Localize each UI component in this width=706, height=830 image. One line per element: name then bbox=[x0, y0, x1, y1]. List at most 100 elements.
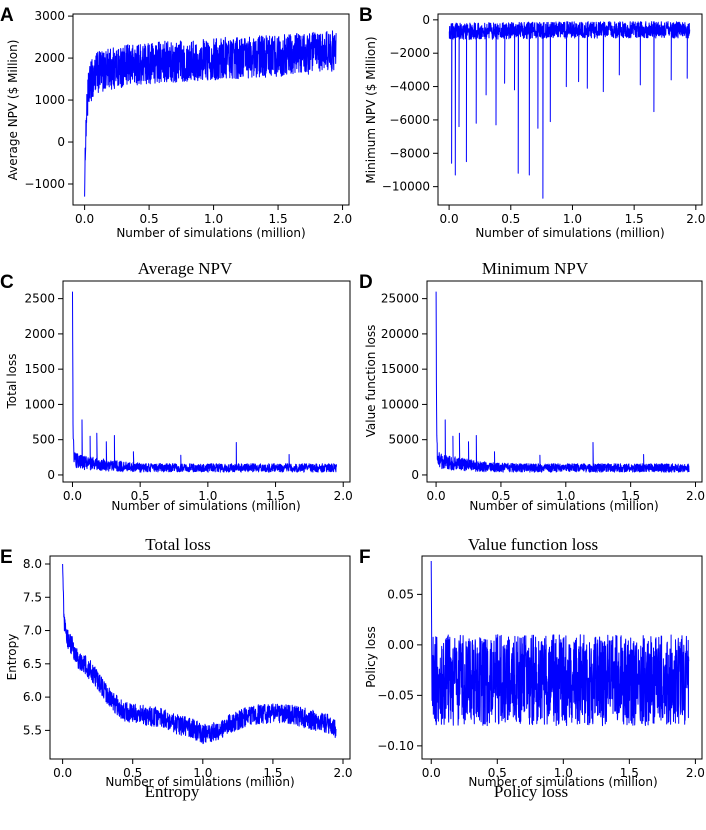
caption-a: Average NPV bbox=[138, 259, 233, 278]
panel-total-loss: C 0.0 0.5 1.0 1.5 2.0 0 500 1000 1500 2000 2500 N… bbox=[0, 272, 353, 554]
y-axis-label-c: Total loss bbox=[5, 353, 19, 409]
x-axis-label-d: Number of simulations (million) bbox=[469, 499, 658, 513]
y-axis-label-f: Policy loss bbox=[364, 626, 378, 688]
panel-letter-e: E bbox=[0, 547, 13, 568]
x-tick-label-e-2: 1.0 bbox=[193, 766, 212, 780]
series-line-a bbox=[84, 30, 337, 197]
x-tick-label-f-3: 1.5 bbox=[620, 766, 639, 780]
plot-frame-f bbox=[421, 555, 703, 760]
x-tick-label-d-2: 1.0 bbox=[556, 489, 575, 503]
caption-f: Policy loss bbox=[494, 782, 568, 801]
x-axis-label-f: Number of simulations (million) bbox=[468, 775, 657, 789]
y-tick-label-b-0: −10000 bbox=[382, 180, 430, 194]
x-ticks-b: 0.0 0.5 1.0 1.5 2.0 bbox=[440, 205, 705, 226]
plot-frame-d bbox=[426, 280, 703, 483]
x-tick-label-a-0: 0.0 bbox=[75, 212, 94, 226]
y-tick-label-a-1: 0 bbox=[57, 135, 65, 149]
plot-frame-c bbox=[62, 280, 351, 483]
x-tick-label-e-3: 1.5 bbox=[263, 766, 282, 780]
x-tick-label-c-2: 1.0 bbox=[198, 489, 217, 503]
y-axis-label-e: Entropy bbox=[5, 634, 19, 681]
plot-frame-b bbox=[437, 13, 703, 206]
caption-c: Total loss bbox=[145, 535, 210, 554]
x-tick-label-d-0: 0.0 bbox=[427, 489, 446, 503]
y-tick-label-b-1: −8000 bbox=[389, 146, 430, 160]
y-tick-label-f-1: −0.05 bbox=[377, 688, 414, 702]
y-axis-label-d: Value function loss bbox=[364, 325, 378, 438]
y-axis-label-b: Minimum NPV ($ Million) bbox=[364, 36, 378, 183]
x-tick-label-f-1: 0.5 bbox=[488, 766, 507, 780]
series-line-e bbox=[62, 563, 337, 745]
y-tick-label-e-1: 6.0 bbox=[23, 690, 42, 704]
y-tick-label-e-3: 7.0 bbox=[23, 624, 42, 638]
y-tick-label-d-5: 25000 bbox=[381, 292, 419, 306]
y-ticks-c: 0 500 1000 1500 2000 2500 bbox=[24, 292, 63, 482]
x-tick-label-b-1: 0.5 bbox=[501, 212, 520, 226]
x-tick-label-c-0: 0.0 bbox=[63, 489, 82, 503]
plot-frame-a bbox=[72, 13, 350, 206]
y-tick-label-b-5: 0 bbox=[422, 13, 430, 27]
y-ticks-b: −10000 −8000 −6000 −4000 −2000 0 bbox=[382, 13, 438, 194]
x-tick-label-e-0: 0.0 bbox=[53, 766, 72, 780]
x-tick-label-d-4: 2.0 bbox=[686, 489, 705, 503]
y-tick-label-b-4: −2000 bbox=[389, 46, 430, 60]
x-tick-label-a-1: 0.5 bbox=[140, 212, 159, 226]
y-tick-label-c-3: 1500 bbox=[24, 362, 55, 376]
x-axis-label-a: Number of simulations (million) bbox=[116, 226, 305, 240]
x-tick-label-b-0: 0.0 bbox=[440, 212, 459, 226]
x-ticks-a: 0.0 0.5 1.0 1.5 2.0 bbox=[75, 205, 352, 226]
x-tick-label-f-0: 0.0 bbox=[422, 766, 441, 780]
y-tick-label-e-2: 6.5 bbox=[23, 657, 42, 671]
x-tick-label-a-4: 2.0 bbox=[333, 212, 352, 226]
y-tick-label-f-2: 0.00 bbox=[387, 638, 414, 652]
x-tick-label-a-3: 1.5 bbox=[269, 212, 288, 226]
caption-d: Value function loss bbox=[468, 535, 598, 554]
panel-letter-c: C bbox=[0, 272, 14, 293]
panel-letter-b: B bbox=[359, 5, 373, 26]
y-tick-label-c-2: 1000 bbox=[24, 397, 55, 411]
x-axis-label-b: Number of simulations (million) bbox=[475, 226, 664, 240]
series-line-c bbox=[72, 291, 337, 473]
y-tick-label-a-3: 2000 bbox=[34, 51, 65, 65]
x-axis-label-e: Number of simulations (million) bbox=[105, 775, 294, 789]
y-tick-label-e-5: 8.0 bbox=[23, 557, 42, 571]
x-tick-label-d-3: 1.5 bbox=[621, 489, 640, 503]
y-tick-label-f-0: −0.10 bbox=[377, 739, 414, 753]
x-tick-label-e-4: 2.0 bbox=[333, 766, 352, 780]
panel-letter-f: F bbox=[359, 547, 371, 568]
y-tick-label-d-3: 15000 bbox=[381, 362, 419, 376]
panel-entropy: E 0.0 0.5 1.0 1.5 2.0 5.5 6.0 6.5 7.0 7.5 8.0 Num… bbox=[0, 547, 353, 801]
x-tick-label-c-4: 2.0 bbox=[334, 489, 353, 503]
y-tick-label-c-5: 2500 bbox=[24, 292, 55, 306]
panel-letter-d: D bbox=[359, 272, 373, 293]
x-ticks-e: 0.0 0.5 1.0 1.5 2.0 bbox=[53, 759, 353, 780]
series-line-b bbox=[448, 21, 691, 199]
y-tick-label-a-0: −1000 bbox=[24, 177, 65, 191]
series-line-d bbox=[435, 291, 690, 473]
y-ticks-e: 5.5 6.0 6.5 7.0 7.5 8.0 bbox=[23, 557, 50, 737]
x-ticks-f: 0.0 0.5 1.0 1.5 2.0 bbox=[422, 759, 705, 780]
x-tick-label-c-1: 0.5 bbox=[131, 489, 150, 503]
panel-letter-a: A bbox=[0, 5, 14, 26]
x-ticks-c: 0.0 0.5 1.0 1.5 2.0 bbox=[63, 482, 353, 503]
x-tick-label-a-2: 1.0 bbox=[204, 212, 223, 226]
panel-minimum-npv: B 0.0 0.5 1.0 1.5 2.0 −10000−8000−6000−4000−… bbox=[359, 5, 705, 278]
x-tick-label-f-4: 2.0 bbox=[686, 766, 705, 780]
plot-frame-e bbox=[49, 555, 351, 760]
y-tick-label-c-1: 500 bbox=[32, 433, 55, 447]
x-tick-label-f-2: 1.0 bbox=[554, 766, 573, 780]
y-tick-label-b-3: −4000 bbox=[389, 80, 430, 94]
panel-value-function-loss: D 0.0 0.5 1.0 1.5 2.0 0 5000 10000 15000 20000 25… bbox=[359, 272, 705, 554]
x-tick-label-b-3: 1.5 bbox=[625, 212, 644, 226]
y-tick-label-c-0: 0 bbox=[47, 468, 55, 482]
x-axis-label-c: Number of simulations (million) bbox=[111, 499, 300, 513]
panel-average-npv: A 0.0 0.5 1.0 1.5 2.0 −1000 0 1000 2000 3000 Num… bbox=[0, 5, 352, 278]
y-tick-label-a-2: 1000 bbox=[34, 93, 65, 107]
x-ticks-d: 0.0 0.5 1.0 1.5 2.0 bbox=[427, 482, 705, 503]
x-tick-label-b-2: 1.0 bbox=[563, 212, 582, 226]
y-tick-label-a-4: 3000 bbox=[34, 9, 65, 23]
x-tick-label-c-3: 1.5 bbox=[266, 489, 285, 503]
y-tick-label-d-0: 0 bbox=[411, 468, 419, 482]
y-ticks-f: −0.10 −0.05 0.00 0.05 bbox=[377, 587, 422, 753]
